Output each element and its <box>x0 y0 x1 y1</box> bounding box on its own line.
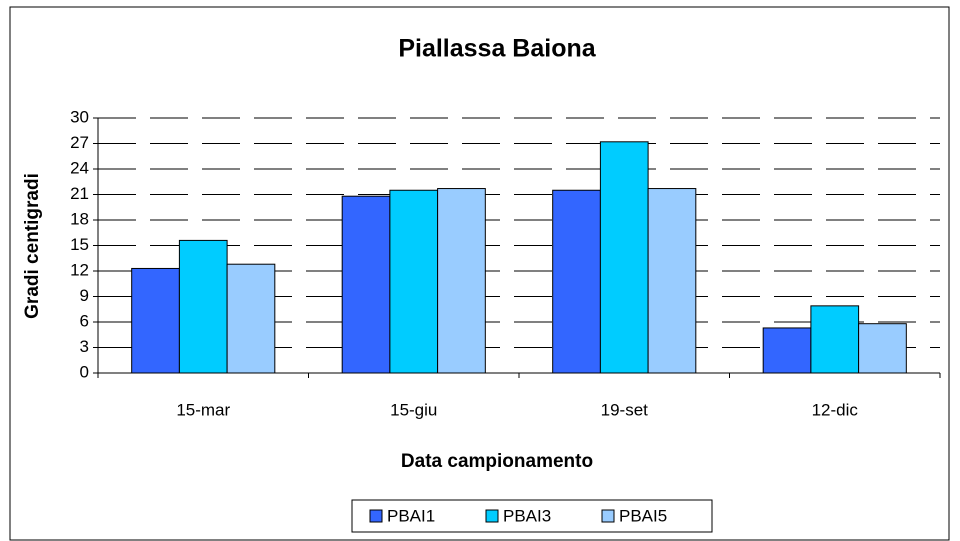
x-axis-label: Data campionamento <box>401 451 593 472</box>
bar <box>437 188 486 374</box>
bar <box>858 323 907 374</box>
x-tick-label: 15-mar <box>176 400 230 419</box>
y-tick-label: 12 <box>70 260 89 279</box>
x-tick-label: 19-set <box>601 400 649 419</box>
y-tick-label: 27 <box>70 133 89 152</box>
bar <box>226 263 276 374</box>
bar <box>178 239 228 374</box>
legend-label: PBAI1 <box>387 506 435 525</box>
bar <box>131 267 180 374</box>
bar <box>389 189 439 374</box>
legend <box>351 499 713 533</box>
legend-swatch <box>485 509 499 523</box>
x-tick-label: 12-dic <box>812 400 859 419</box>
y-tick-label: 6 <box>80 311 89 330</box>
y-tick-label: 21 <box>70 184 89 203</box>
y-tick-label: 15 <box>70 235 89 254</box>
y-tick-label: 30 <box>70 107 89 126</box>
bar <box>762 327 812 374</box>
y-tick-label: 0 <box>80 362 89 381</box>
bar <box>341 195 391 374</box>
y-tick-label: 3 <box>80 337 89 356</box>
bar <box>647 188 697 374</box>
y-tick-label: 24 <box>70 158 89 177</box>
legend-swatch <box>369 509 383 523</box>
y-axis-label: Gradi centigradi <box>22 173 43 319</box>
y-tick-label: 18 <box>70 209 89 228</box>
y-tick-label: 9 <box>80 286 89 305</box>
legend-swatch <box>601 509 615 523</box>
legend-label: PBAI3 <box>503 506 551 525</box>
chart-title: Piallassa Baiona <box>398 35 596 63</box>
bar <box>810 305 860 374</box>
x-tick-label: 15-giu <box>390 400 437 419</box>
legend-label: PBAI5 <box>619 506 667 525</box>
bar <box>599 141 649 374</box>
bar <box>552 189 601 374</box>
